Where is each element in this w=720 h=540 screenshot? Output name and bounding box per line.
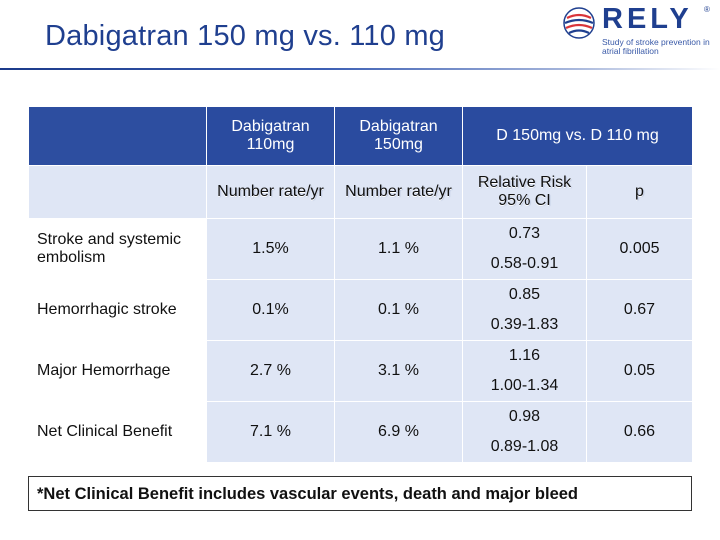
relative-risk-cell: 0.85 0.39-1.83 xyxy=(462,279,587,341)
footnote: *Net Clinical Benefit includes vascular … xyxy=(28,476,692,511)
confidence-interval: 0.39-1.83 xyxy=(490,316,559,333)
subheader-p: p xyxy=(586,165,693,219)
rate-150-cell: 6.9 % xyxy=(334,401,463,463)
relative-risk-cell: 1.16 1.00-1.34 xyxy=(462,340,587,402)
row-label: Net Clinical Benefit xyxy=(28,401,207,463)
subheader-rate-110: Number rate/yr xyxy=(206,165,335,219)
confidence-interval: 1.00-1.34 xyxy=(490,377,559,394)
p-value-cell: 0.66 xyxy=(586,401,693,463)
row-label: Major Hemorrhage xyxy=(28,340,207,402)
p-value-cell: 0.005 xyxy=(586,218,693,280)
p-value-cell: 0.67 xyxy=(586,279,693,341)
table-header-row: Dabigatran 110mg Dabigatran 150mg D 150m… xyxy=(28,106,693,166)
confidence-interval: 0.89-1.08 xyxy=(490,438,559,455)
row-label: Hemorrhagic stroke xyxy=(28,279,207,341)
subheader-blank-cell xyxy=(28,165,207,219)
relative-risk-value: 0.98 xyxy=(508,408,541,425)
logo-wordmark: RELY xyxy=(602,3,693,35)
relative-risk-cell: 0.73 0.58-0.91 xyxy=(462,218,587,280)
relative-risk-value: 0.85 xyxy=(508,286,541,303)
rate-110-cell: 7.1 % xyxy=(206,401,335,463)
subheader-rate-150: Number rate/yr xyxy=(334,165,463,219)
rely-logo: RELY ® Study of stroke prevention in atr… xyxy=(558,2,716,60)
table-row: Hemorrhagic stroke 0.1% 0.1 % 0.85 0.39-… xyxy=(28,279,693,341)
header-divider xyxy=(0,68,720,70)
rate-150-cell: 0.1 % xyxy=(334,279,463,341)
header-dabigatran-150: Dabigatran 150mg xyxy=(334,106,463,166)
table-subheader-row: Number rate/yr Number rate/yr Relative R… xyxy=(28,165,693,219)
subheader-relative-risk: Relative Risk 95% CI xyxy=(462,165,587,219)
relative-risk-value: 1.16 xyxy=(508,347,541,364)
table-row: Major Hemorrhage 2.7 % 3.1 % 1.16 1.00-1… xyxy=(28,340,693,402)
registered-mark: ® xyxy=(704,5,710,14)
logo-tagline: Study of stroke prevention in atrial fib… xyxy=(602,37,710,56)
table-row: Stroke and systemic embolism 1.5% 1.1 % … xyxy=(28,218,693,280)
relative-risk-value: 0.73 xyxy=(508,225,541,242)
rate-150-cell: 1.1 % xyxy=(334,218,463,280)
header-comparison: D 150mg vs. D 110 mg xyxy=(462,106,693,166)
header-dabigatran-110: Dabigatran 110mg xyxy=(206,106,335,166)
table-row: Net Clinical Benefit 7.1 % 6.9 % 0.98 0.… xyxy=(28,401,693,463)
slide-title: Dabigatran 150 mg vs. 110 mg xyxy=(45,20,446,52)
rate-110-cell: 0.1% xyxy=(206,279,335,341)
p-value-cell: 0.05 xyxy=(586,340,693,402)
row-label: Stroke and systemic embolism xyxy=(28,218,207,280)
results-table: Dabigatran 110mg Dabigatran 150mg D 150m… xyxy=(28,106,693,463)
rate-110-cell: 1.5% xyxy=(206,218,335,280)
header-blank-cell xyxy=(28,106,207,166)
rate-150-cell: 3.1 % xyxy=(334,340,463,402)
relative-risk-cell: 0.98 0.89-1.08 xyxy=(462,401,587,463)
rate-110-cell: 2.7 % xyxy=(206,340,335,402)
globe-icon xyxy=(563,7,595,39)
confidence-interval: 0.58-0.91 xyxy=(490,255,559,272)
